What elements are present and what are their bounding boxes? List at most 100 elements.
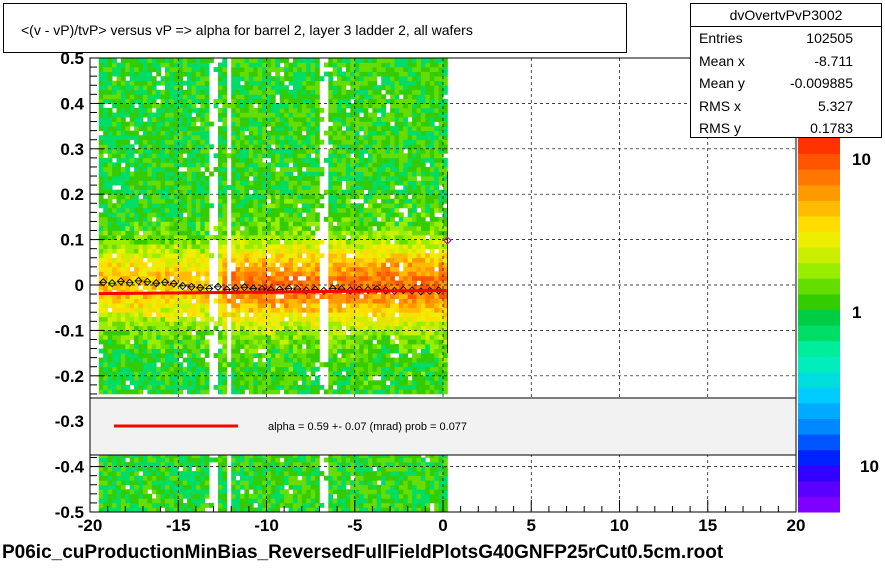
heatmap-cell <box>134 325 139 331</box>
heatmap-cell <box>341 262 347 268</box>
heatmap-cell <box>195 221 201 227</box>
heatmap-cell <box>253 348 259 354</box>
heatmap-cell <box>368 185 373 190</box>
heatmap-cell <box>262 462 267 467</box>
heatmap-cell <box>178 239 184 245</box>
heatmap-cell <box>204 89 210 95</box>
heatmap-cell <box>350 189 356 195</box>
heatmap-cell <box>306 139 311 145</box>
heatmap-cell <box>376 325 382 331</box>
heatmap-cell <box>156 380 161 386</box>
heatmap-cell <box>235 221 241 227</box>
heatmap-cell <box>368 221 373 227</box>
heatmap-cell <box>341 62 347 68</box>
heatmap-cell <box>173 457 179 463</box>
heatmap-cell <box>112 384 117 390</box>
heatmap-cell <box>156 344 161 349</box>
heatmap-cell <box>112 371 117 377</box>
heatmap-cell <box>103 212 108 218</box>
heatmap-cell <box>173 180 179 186</box>
heatmap-cell <box>363 389 369 395</box>
heatmap-cell <box>103 475 108 481</box>
heatmap-cell <box>341 471 347 476</box>
heatmap-cell <box>262 121 267 127</box>
heatmap-cell <box>107 353 113 358</box>
heatmap-cell <box>235 330 241 336</box>
heatmap-cell <box>354 248 360 254</box>
heatmap-cell <box>244 148 250 154</box>
heatmap-cell <box>293 76 298 82</box>
heatmap-cell <box>310 58 316 63</box>
heatmap-cell <box>376 176 382 181</box>
heatmap-cell <box>103 85 108 91</box>
heatmap-cell <box>231 216 236 222</box>
heatmap-cell <box>328 198 334 204</box>
heatmap-cell <box>262 321 267 327</box>
heatmap-cell <box>231 248 236 254</box>
heatmap-cell <box>248 98 254 104</box>
heatmap-cell <box>257 126 263 131</box>
heatmap-cell <box>275 216 281 222</box>
heatmap-cell <box>195 185 201 190</box>
heatmap-cell <box>191 362 197 368</box>
heatmap-cell <box>187 121 192 127</box>
heatmap-cell <box>337 198 342 204</box>
heatmap-cell <box>332 203 338 209</box>
heatmap-cell <box>116 85 122 91</box>
heatmap-cell <box>182 266 188 272</box>
heatmap-cell <box>240 221 245 227</box>
heatmap-cell <box>182 466 188 472</box>
heatmap-cell <box>262 475 267 481</box>
heatmap-cell <box>173 375 179 381</box>
heatmap-cell <box>279 221 285 227</box>
heatmap-cell <box>142 230 148 236</box>
heatmap-cell <box>112 112 117 118</box>
heatmap-cell <box>328 203 334 209</box>
heatmap-cell <box>345 307 351 313</box>
heatmap-cell <box>275 307 281 313</box>
heatmap-cell <box>120 462 126 467</box>
heatmap-cell <box>354 312 360 318</box>
heatmap-cell <box>359 248 364 254</box>
heatmap-cell <box>262 67 267 72</box>
heatmap-cell <box>350 357 356 363</box>
heatmap-cell <box>120 285 126 290</box>
heatmap-cell <box>266 89 272 95</box>
heatmap-cell <box>337 103 342 109</box>
heatmap-cell <box>363 135 369 141</box>
heatmap-cell <box>359 480 364 486</box>
heatmap-cell <box>284 248 289 254</box>
heatmap-cell <box>138 180 144 186</box>
heatmap-cell <box>244 471 250 476</box>
heatmap-cell <box>156 471 161 476</box>
heatmap-cell <box>182 112 188 118</box>
heatmap-cell <box>178 76 184 82</box>
heatmap-cell <box>310 384 316 390</box>
heatmap-cell <box>248 502 254 508</box>
heatmap-cell <box>288 248 294 254</box>
heatmap-cell <box>253 262 259 268</box>
heatmap-cell <box>169 212 175 218</box>
heatmap-cell <box>156 62 161 68</box>
heatmap-cell <box>262 216 267 222</box>
heatmap-cell <box>134 89 139 95</box>
heatmap-cell <box>138 98 144 104</box>
heatmap-cell <box>125 130 131 136</box>
heatmap-cell <box>138 357 144 363</box>
heatmap-cell <box>204 103 210 109</box>
heatmap-cell <box>125 126 131 131</box>
heatmap-cell <box>182 462 188 467</box>
heatmap-cell <box>160 330 166 336</box>
heatmap-cell <box>125 139 131 145</box>
heatmap-cell <box>218 226 223 231</box>
heatmap-cell <box>279 198 285 204</box>
heatmap-cell <box>187 98 192 104</box>
heatmap-cell <box>178 375 184 381</box>
heatmap-cell <box>112 307 117 313</box>
heatmap-cell <box>310 371 316 377</box>
heatmap-cell <box>372 475 378 481</box>
heatmap-cell <box>218 307 223 313</box>
heatmap-cell <box>354 85 360 91</box>
heatmap-cell <box>323 62 329 68</box>
heatmap-cell <box>337 498 342 504</box>
